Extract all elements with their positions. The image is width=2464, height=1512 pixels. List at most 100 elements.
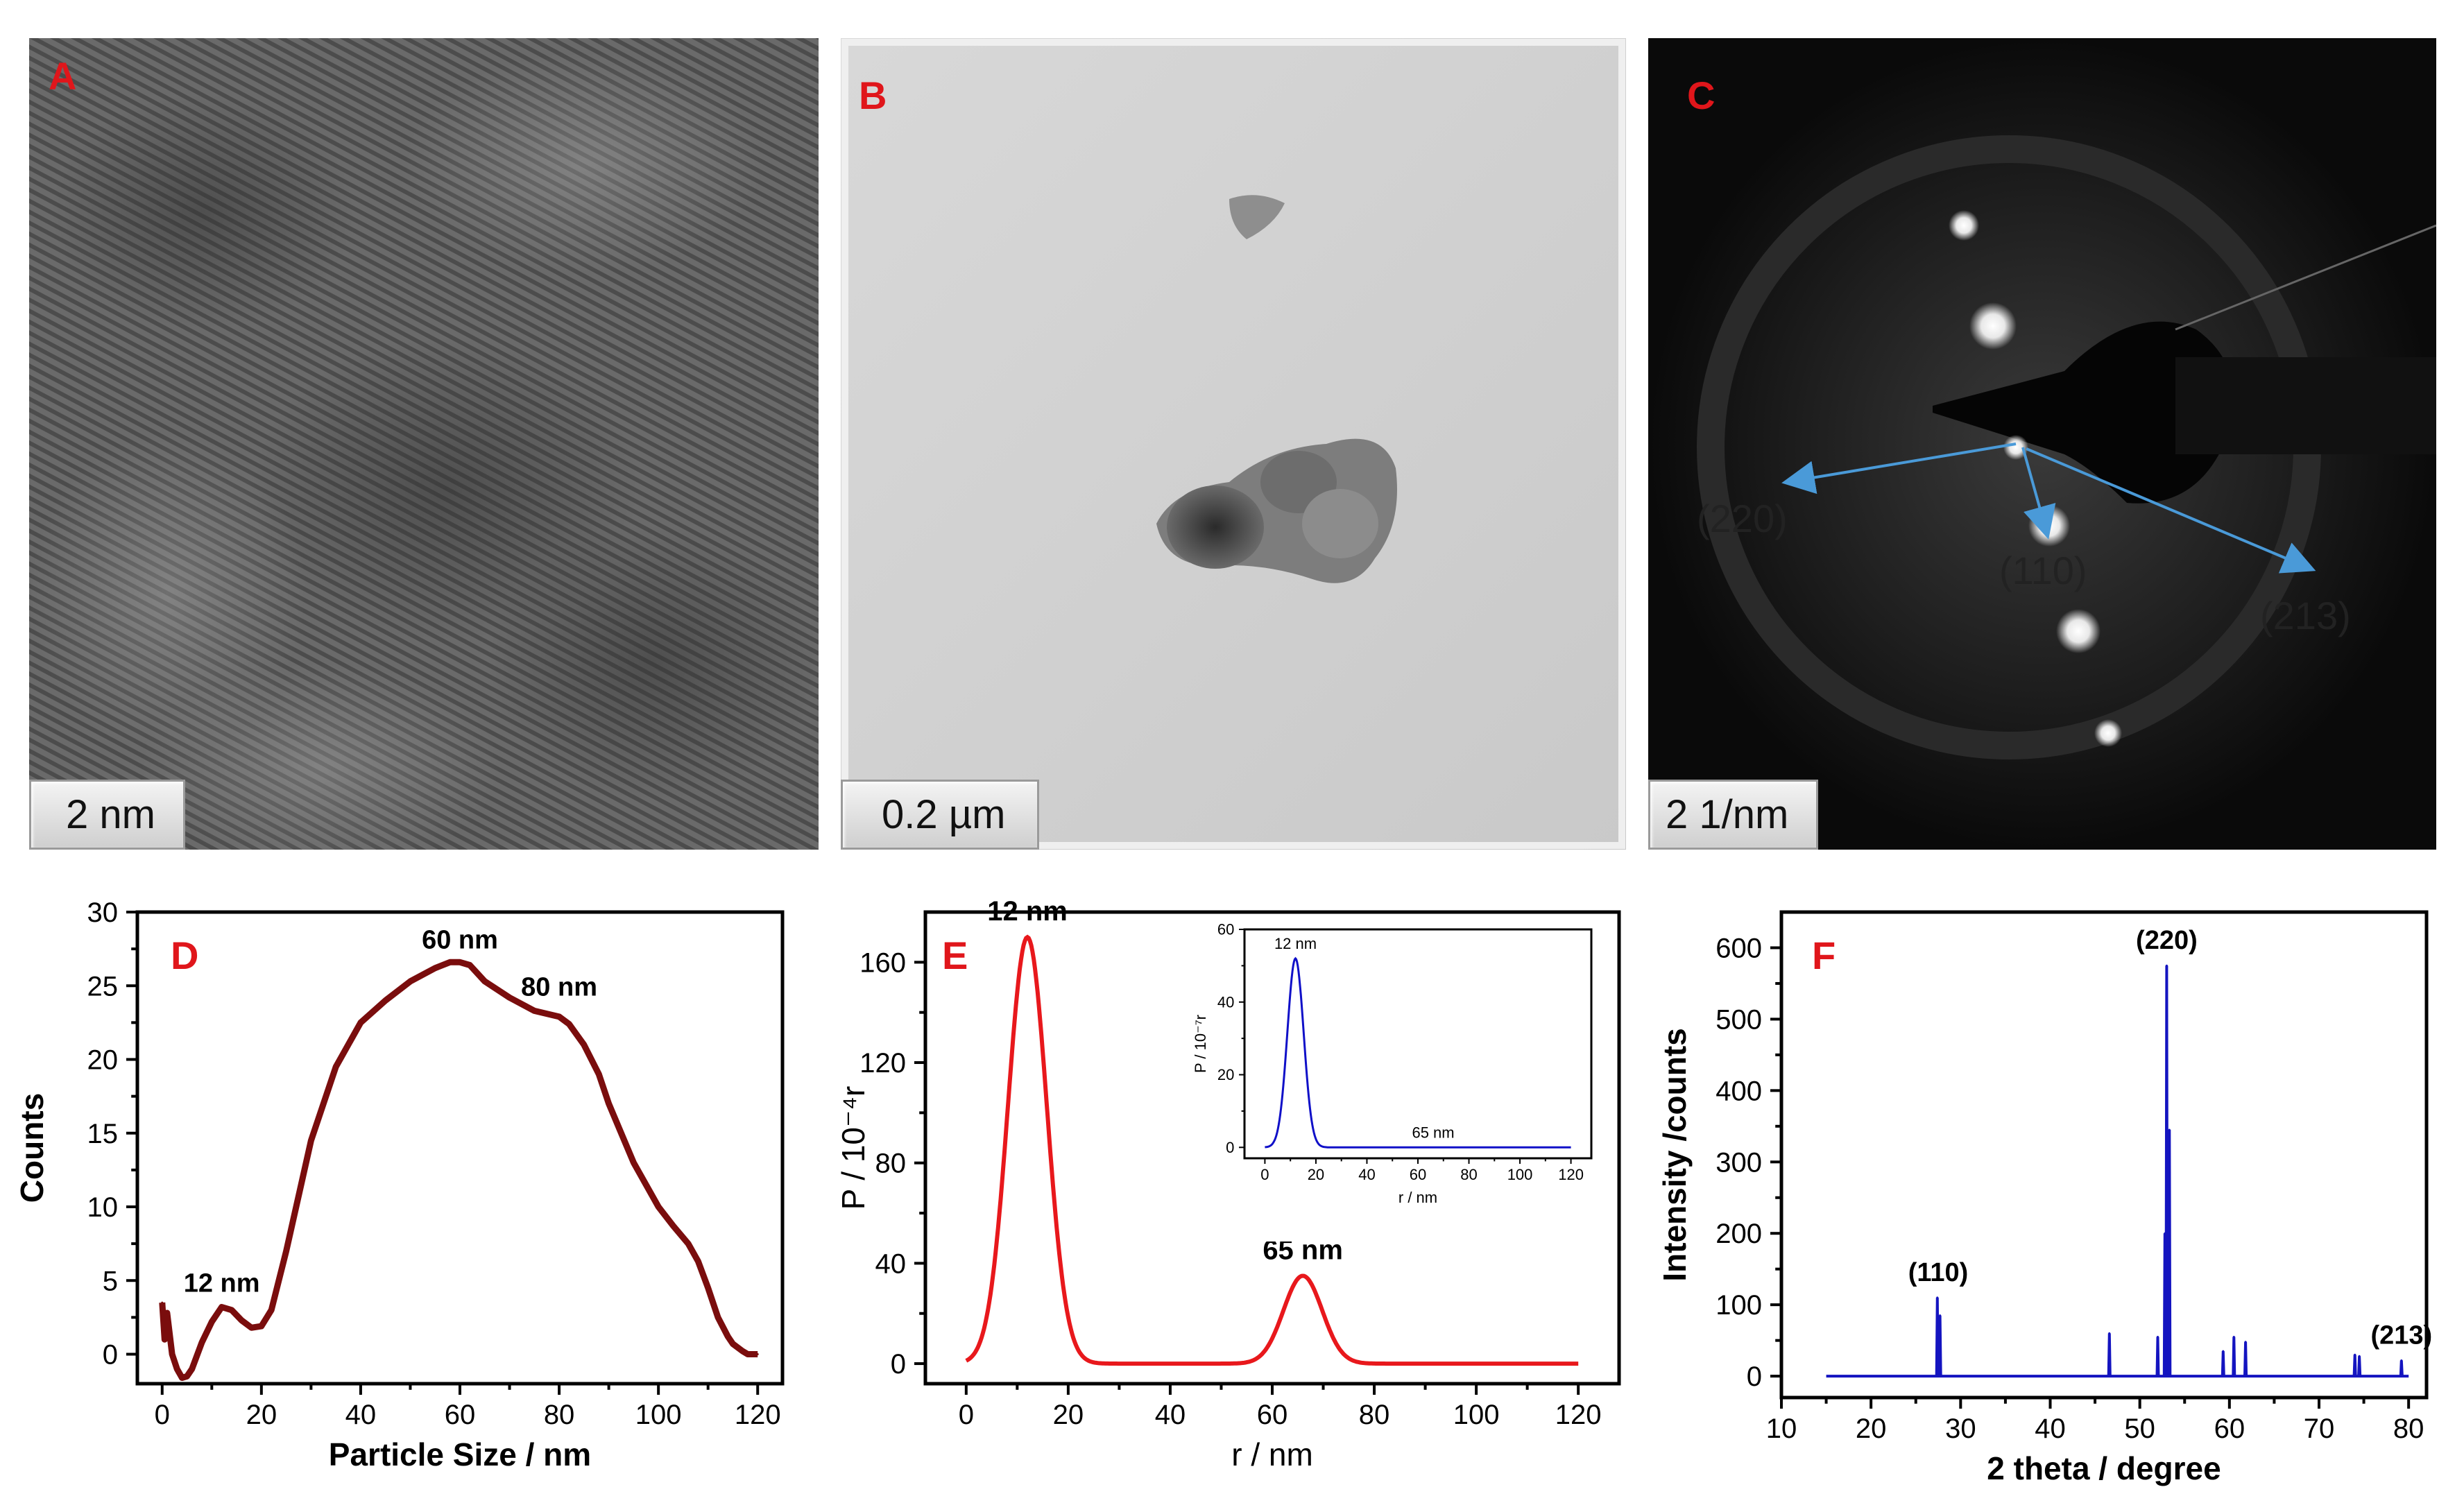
- chart-d-data-point: [186, 1375, 189, 1377]
- chart-e-y-tick-label: 40: [875, 1248, 907, 1279]
- chart-d-data-point: [260, 1325, 263, 1328]
- chart-e-x-tick-label: 100: [1453, 1400, 1500, 1430]
- chart-f-y-tick-label: 0: [1747, 1361, 1762, 1392]
- chart-d-x-tick-label: 0: [155, 1400, 170, 1430]
- chart-e-y-tick-label: 120: [859, 1048, 906, 1079]
- chart-e-distribution: 0 20 40 60 80 100 120 0 40 80 120 160 r / nm P / 10⁻⁴…: [821, 874, 1643, 1498]
- chart-d-data-point: [300, 1183, 302, 1186]
- chart-e-x-tick-label: 60: [1257, 1400, 1288, 1430]
- chart-f-peak-point: [2354, 1353, 2356, 1356]
- beam-stopper: [1933, 321, 2234, 504]
- panel-c-saed-pattern: C (220) (110) (213) 2 1/nm: [1648, 38, 2436, 850]
- chart-f-y-tick-label: 100: [1716, 1290, 1762, 1321]
- chart-e-inset-y-tick-label: 40: [1217, 993, 1234, 1011]
- chart-d-x-tick-label: 40: [345, 1400, 377, 1430]
- chart-d-y-tick-label: 30: [87, 897, 119, 928]
- chart-f-peak-point: [1939, 1314, 1942, 1317]
- chart-d-x-tick-label: 80: [544, 1400, 575, 1430]
- chart-f-y-axis-label: Intensity /counts: [1657, 1028, 1693, 1281]
- chart-d-x-tick-label: 100: [635, 1400, 682, 1430]
- panel-a-scale-bar: 2 nm: [29, 780, 185, 850]
- chart-d-data-point: [180, 1377, 183, 1379]
- chart-d-data-point: [163, 1338, 166, 1341]
- chart-d-data-point: [359, 1021, 362, 1024]
- chart-d-data-point: [508, 996, 511, 999]
- chart-f-y-tick-label: 400: [1716, 1076, 1762, 1106]
- chart-f-plot-frame: [1779, 910, 2429, 1400]
- chart-e-x-tick-label: 120: [1555, 1400, 1602, 1430]
- chart-f-x-tick-label: 50: [2124, 1414, 2155, 1444]
- chart-f-peak-label: (220): [2136, 926, 2198, 955]
- chart-f-x-tick-label: 70: [2304, 1414, 2335, 1444]
- chart-d-data-point: [309, 1139, 312, 1142]
- chart-d-data-point: [270, 1309, 273, 1312]
- chart-d-data-point: [210, 1321, 213, 1323]
- chart-e-panel-label: E: [942, 934, 968, 977]
- chart-d-y-tick-label: 20: [87, 1045, 119, 1076]
- chart-d-data-point: [608, 1102, 610, 1105]
- chart-d-series-line: [159, 959, 758, 1381]
- chart-e-inset-x-tick-label: 40: [1358, 1166, 1375, 1183]
- chart-d-data-point: [567, 1023, 570, 1025]
- chart-d-data-point: [484, 980, 486, 983]
- tem-particle-image: [841, 38, 1626, 850]
- chart-e-inset-x-tick-label: 80: [1460, 1166, 1477, 1183]
- chart-d-data-point: [240, 1319, 243, 1322]
- chart-f-y-tick-label: 200: [1716, 1219, 1762, 1249]
- panel-a-label: A: [49, 54, 77, 98]
- chart-d-data-point: [707, 1287, 710, 1289]
- chart-d-data-point: [384, 999, 387, 1002]
- chart-e-inset-x-tick-label: 120: [1558, 1166, 1584, 1183]
- chart-f-y-tick-label: 600: [1716, 933, 1762, 963]
- chart-d-x-tick-label: 120: [735, 1400, 781, 1430]
- chart-f-x-tick-label: 60: [2214, 1414, 2245, 1444]
- chart-f-peak-point: [2358, 1355, 2361, 1357]
- chart-e-inset-x-tick-label: 100: [1507, 1166, 1533, 1183]
- chart-f-peak-point: [2232, 1336, 2235, 1338]
- panel-c-scale-bar: 2 1/nm: [1648, 780, 1819, 850]
- hkl-label-220: (220): [1697, 497, 1788, 540]
- hkl-label-110: (110): [1999, 549, 2087, 592]
- panel-b-tem-image: B 0.2 µm: [841, 38, 1626, 850]
- panel-b-scale-bar: 0.2 µm: [841, 780, 1040, 850]
- chart-e-x-tick-label: 40: [1155, 1400, 1186, 1430]
- chart-f-peak-label: (110): [1908, 1258, 1969, 1287]
- chart-f-x-tick-label: 30: [1945, 1414, 1976, 1444]
- chart-d-data-point: [696, 1260, 699, 1263]
- chart-e-inset-x-tick-label: 0: [1260, 1166, 1269, 1183]
- chart-d-data-point: [434, 967, 436, 970]
- chart-f-series-line: [1826, 965, 2409, 1378]
- chart-d-y-tick-label: 0: [103, 1340, 118, 1371]
- chart-f-peak-point: [2400, 1359, 2403, 1361]
- chart-d-data-point: [334, 1065, 337, 1068]
- chart-e-inset-x-tick-label: 60: [1410, 1166, 1426, 1183]
- chart-d-x-axis-label: Particle Size / nm: [329, 1436, 591, 1472]
- chart-d-data-point: [449, 961, 452, 963]
- chart-f-peak-point: [2168, 1128, 2171, 1131]
- chart-d-particle-size: 0 20 40 60 80 100 120 0 5 10 15 20 25 30 Particle Size…: [0, 874, 821, 1498]
- saed-diffraction-image: [1648, 38, 2436, 850]
- chart-e-series-line: [965, 934, 1579, 1366]
- chart-e-x-tick-label: 20: [1053, 1400, 1084, 1430]
- chart-e-inset-peak-label: 65 nm: [1412, 1124, 1454, 1141]
- chart-e-y-tick-label: 160: [859, 947, 906, 978]
- chart-f-peak-point: [2164, 1232, 2166, 1235]
- chart-d-peak-label: 12 nm: [184, 1269, 260, 1298]
- chart-e-inset-y-tick-label: 60: [1217, 921, 1234, 938]
- chart-d-data-point: [171, 1353, 173, 1355]
- chart-f-x-axis-label: 2 theta / degree: [1987, 1450, 2221, 1486]
- chart-e-x-axis-label: r / nm: [1231, 1436, 1313, 1472]
- chart-d-data-point: [597, 1073, 600, 1076]
- chart-d-data-point: [221, 1306, 223, 1308]
- chart-d-data-point: [459, 961, 461, 963]
- chart-f-peak-point: [2244, 1341, 2247, 1343]
- chart-d-data-point: [726, 1335, 729, 1338]
- chart-d-data-point: [409, 980, 411, 983]
- chart-d-data-point: [250, 1326, 253, 1329]
- chart-e-peak-label: 12 nm: [987, 896, 1068, 927]
- chart-d-data-point: [717, 1316, 719, 1318]
- chart-e-inset-y-tick-label: 20: [1217, 1066, 1234, 1083]
- chart-f-xrd: 10 20 30 40 50 60 70 80 0 100 200 300 400 500 600 2 the…: [1643, 874, 2464, 1498]
- chart-d-data-point: [558, 1015, 561, 1018]
- chart-d-y-tick-label: 5: [103, 1266, 118, 1296]
